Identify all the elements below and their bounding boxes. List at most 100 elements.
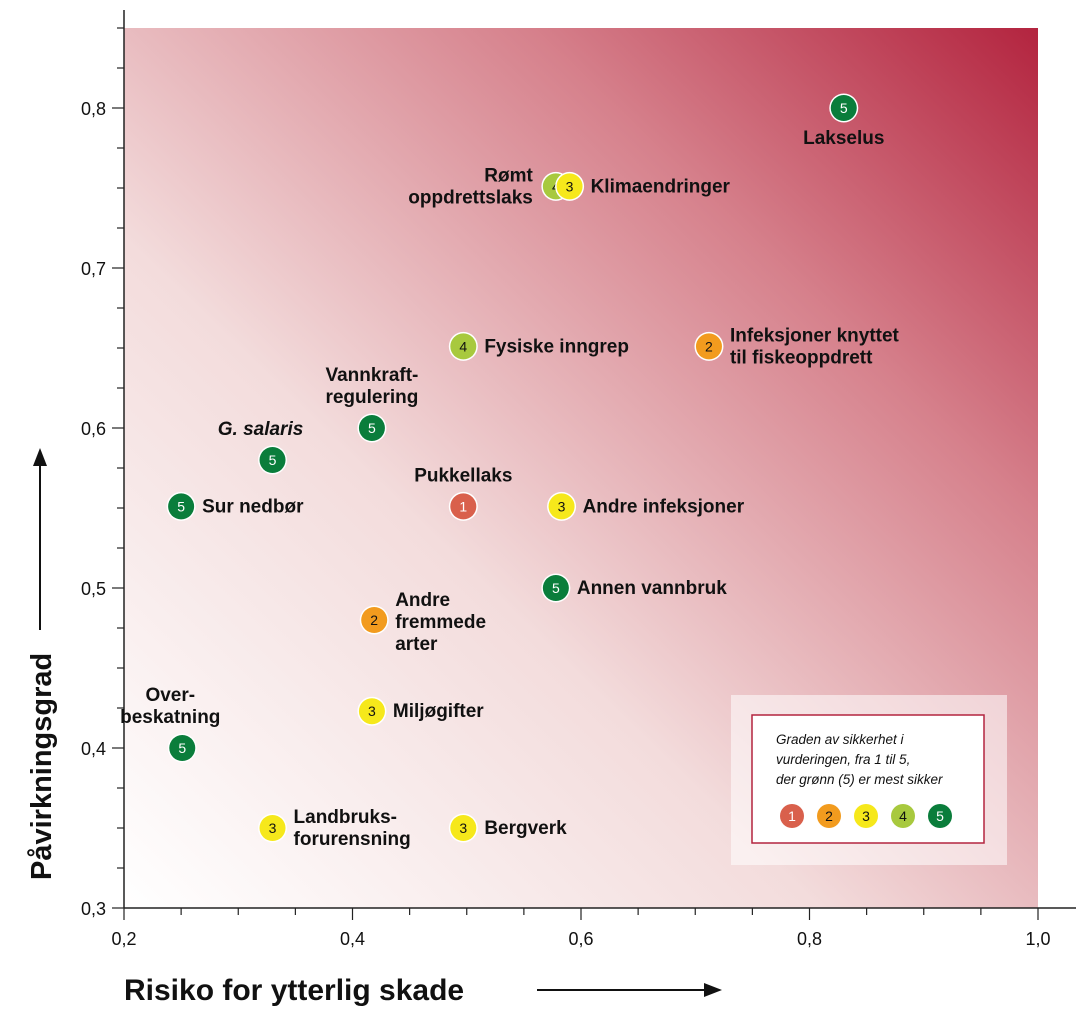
legend-item: 3 (854, 804, 878, 828)
data-point-marker: 2 (359, 605, 389, 635)
marker-circle (695, 333, 722, 360)
marker-number: 2 (705, 338, 713, 354)
y-axis-title: Påvirkningsgrad (26, 653, 58, 880)
data-point-label: arter (395, 634, 438, 655)
data-point-label: Andre infeksjoner (583, 496, 745, 517)
data-point-marker: 3 (357, 696, 387, 726)
data-point-label: Klimaendringer (591, 176, 731, 197)
data-point: 5 Lakselus (803, 93, 884, 149)
data-point: 3 Andre infeksjoner (547, 491, 745, 521)
data-point-label: Fysiske inngrep (484, 336, 629, 357)
legend-marker-number: 1 (788, 808, 796, 824)
data-point-label: Annen vannbruk (577, 578, 727, 599)
marker-circle (450, 815, 477, 841)
data-point-marker: 4 (448, 331, 478, 361)
marker-number: 5 (552, 580, 560, 596)
marker-number: 3 (566, 178, 574, 194)
y-tick-label: 0,7 (81, 259, 106, 279)
x-axis-arrowhead (704, 983, 722, 997)
data-point-label: Landbruks- (294, 807, 397, 828)
data-point-label: fremmede (395, 612, 486, 633)
legend-marker-number: 4 (899, 808, 907, 824)
marker-number: 3 (558, 498, 566, 514)
marker-number: 4 (459, 338, 467, 354)
x-tick-label: 0,4 (340, 929, 365, 949)
data-point-label: Lakselus (803, 128, 884, 149)
data-point-marker: 3 (448, 813, 478, 843)
marker-number: 2 (370, 612, 378, 628)
data-point-label: forurensning (294, 829, 411, 850)
data-point-marker: 5 (167, 733, 197, 763)
axis-ticks: 0,2 0,4 0,6 0,8 1,0 0,3 0,4 0,5 0,6 0,7 0,8 (81, 27, 1051, 949)
marker-number: 3 (269, 820, 277, 836)
legend-item: 5 (928, 804, 952, 828)
marker-circle (259, 447, 286, 473)
marker-circle (548, 493, 575, 520)
data-point-label: Rømt (484, 165, 533, 186)
data-point: 3 Bergverk (448, 813, 567, 843)
legend-marker (891, 804, 915, 828)
legend-marker-number: 5 (936, 808, 944, 824)
data-point-marker: 3 (547, 491, 577, 521)
data-point-label: Infeksjoner knyttet (730, 325, 900, 346)
legend-marker (817, 804, 841, 828)
legend-marker-number: 3 (862, 808, 870, 824)
legend-text-line: der grønn (5) er mest sikker (776, 772, 943, 787)
marker-circle (169, 735, 196, 761)
legend-marker (854, 804, 878, 828)
data-point-label: Vannkraft- (325, 365, 418, 386)
marker-circle (259, 815, 286, 841)
data-point-label: Miljøgifter (393, 701, 484, 722)
data-point-marker: 3 (555, 171, 585, 201)
legend-content: Graden av sikkerhet i vurderingen, fra 1 … (776, 732, 952, 828)
marker-number: 3 (368, 703, 376, 719)
data-point: 1 Pukkellaks (414, 465, 512, 521)
legend-item: 4 (891, 804, 915, 828)
x-tick-label: 0,6 (568, 929, 593, 949)
marker-number: 5 (840, 100, 848, 116)
x-tick-label: 1,0 (1025, 929, 1050, 949)
data-point-marker: 5 (258, 445, 288, 475)
y-tick-label: 0,4 (81, 739, 106, 759)
data-point-label: Sur nedbør (202, 496, 304, 517)
data-point-marker: 2 (694, 331, 724, 361)
data-point-marker: 1 (448, 491, 478, 521)
axes (123, 10, 1076, 909)
legend-item: 2 (817, 804, 841, 828)
marker-circle (830, 95, 857, 121)
data-point: 5 Vannkraft-regulering (325, 365, 418, 443)
data-point-label: oppdrettslaks (408, 187, 533, 208)
data-point-marker: 3 (258, 813, 288, 843)
data-point: 3 Landbruks-forurensning (258, 807, 411, 850)
data-point-marker: 5 (166, 491, 196, 521)
x-tick-label: 0,8 (797, 929, 822, 949)
legend-item: 1 (780, 804, 804, 828)
legend-marker (780, 804, 804, 828)
data-point: 3 Klimaendringer (555, 171, 731, 201)
data-point-label: Bergverk (484, 818, 567, 839)
marker-number: 5 (178, 740, 186, 756)
marker-circle (358, 698, 385, 725)
y-tick-label: 0,8 (81, 99, 106, 119)
marker-circle (358, 415, 385, 441)
marker-circle (450, 333, 477, 360)
marker-circle (168, 493, 195, 520)
data-point: 3 Miljøgifter (357, 696, 484, 726)
marker-number: 5 (177, 498, 185, 514)
data-point: 5 Annen vannbruk (541, 573, 727, 603)
y-tick-label: 0,5 (81, 579, 106, 599)
data-point-marker: 5 (357, 413, 387, 443)
marker-circle (542, 575, 569, 601)
data-point-label: G. salaris (218, 419, 304, 440)
marker-number: 5 (368, 420, 376, 436)
data-point-label: Andre (395, 590, 450, 611)
y-axis-arrowhead (33, 448, 47, 466)
data-point-label: til fiskeoppdrett (730, 347, 873, 368)
data-point: 5 Sur nedbør (166, 491, 304, 521)
data-point-label: Pukkellaks (414, 465, 512, 486)
x-tick-label: 0,2 (111, 929, 136, 949)
marker-circle (556, 173, 583, 200)
